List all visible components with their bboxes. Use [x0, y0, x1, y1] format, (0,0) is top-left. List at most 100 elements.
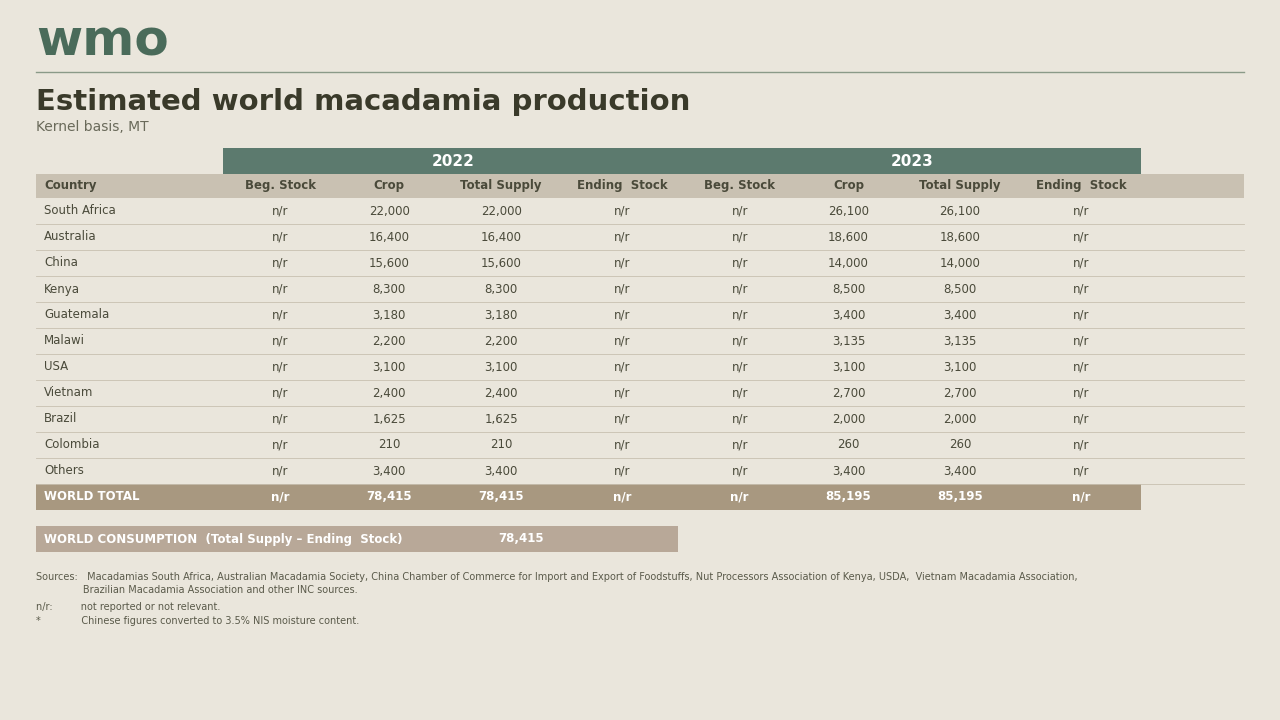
Text: wmo: wmo — [36, 18, 169, 66]
Text: n/r: n/r — [613, 204, 630, 217]
Text: China: China — [44, 256, 78, 269]
Text: 3,400: 3,400 — [484, 464, 518, 477]
Text: Beg. Stock: Beg. Stock — [704, 179, 776, 192]
Text: Estimated world macadamia production: Estimated world macadamia production — [36, 88, 690, 116]
Text: n/r: n/r — [613, 230, 630, 243]
Text: Country: Country — [44, 179, 96, 192]
Bar — [36, 174, 1244, 198]
Text: 2,700: 2,700 — [832, 387, 865, 400]
Text: 85,195: 85,195 — [937, 490, 983, 503]
Text: n/r: n/r — [1073, 230, 1089, 243]
Text: n/r: n/r — [731, 438, 748, 451]
Text: n/r: n/r — [613, 413, 630, 426]
Text: 3,180: 3,180 — [372, 308, 406, 322]
Text: 2,000: 2,000 — [832, 413, 865, 426]
Text: n/r: n/r — [613, 387, 630, 400]
Text: n/r: n/r — [731, 204, 748, 217]
Text: Crop: Crop — [374, 179, 404, 192]
Text: 8,300: 8,300 — [484, 282, 517, 295]
Text: n/r: n/r — [613, 490, 631, 503]
Text: 14,000: 14,000 — [940, 256, 980, 269]
Text: 2023: 2023 — [891, 153, 933, 168]
Text: 2,400: 2,400 — [372, 387, 406, 400]
Text: n/r: n/r — [273, 335, 289, 348]
Text: n/r: n/r — [731, 361, 748, 374]
Text: 2,200: 2,200 — [372, 335, 406, 348]
Text: n/r: n/r — [273, 256, 289, 269]
Text: WORLD CONSUMPTION  (Total Supply – Ending  Stock): WORLD CONSUMPTION (Total Supply – Ending… — [44, 533, 402, 546]
Text: 1,625: 1,625 — [372, 413, 406, 426]
Text: 3,400: 3,400 — [943, 464, 977, 477]
Text: 3,400: 3,400 — [832, 308, 865, 322]
Text: n/r: n/r — [613, 361, 630, 374]
Text: n/r: n/r — [731, 335, 748, 348]
Text: Total Supply: Total Supply — [919, 179, 1001, 192]
Text: 3,135: 3,135 — [943, 335, 977, 348]
Text: 210: 210 — [378, 438, 401, 451]
Text: 3,100: 3,100 — [484, 361, 518, 374]
Text: n/r: n/r — [1073, 361, 1089, 374]
Text: n/r: n/r — [1073, 438, 1089, 451]
Text: 260: 260 — [948, 438, 972, 451]
Text: n/r: n/r — [731, 490, 749, 503]
Text: 2,400: 2,400 — [484, 387, 518, 400]
Text: 26,100: 26,100 — [828, 204, 869, 217]
Text: n/r:         not reported or not relevant.: n/r: not reported or not relevant. — [36, 602, 220, 612]
Text: Crop: Crop — [833, 179, 864, 192]
Text: 3,180: 3,180 — [484, 308, 518, 322]
Text: 85,195: 85,195 — [826, 490, 872, 503]
Text: n/r: n/r — [273, 361, 289, 374]
Text: n/r: n/r — [273, 282, 289, 295]
Bar — [682, 484, 1142, 510]
Bar — [36, 526, 678, 552]
Text: 3,400: 3,400 — [832, 464, 865, 477]
Text: 8,500: 8,500 — [832, 282, 865, 295]
Text: 3,135: 3,135 — [832, 335, 865, 348]
Text: n/r: n/r — [273, 230, 289, 243]
Text: Kenya: Kenya — [44, 282, 79, 295]
Text: 26,100: 26,100 — [940, 204, 980, 217]
Text: 2,000: 2,000 — [943, 413, 977, 426]
Text: 260: 260 — [837, 438, 860, 451]
Text: Brazilian Macadamia Association and other INC sources.: Brazilian Macadamia Association and othe… — [36, 585, 357, 595]
Text: 18,600: 18,600 — [828, 230, 869, 243]
Text: n/r: n/r — [613, 438, 630, 451]
Text: Malawi: Malawi — [44, 335, 84, 348]
Text: n/r: n/r — [731, 308, 748, 322]
Text: n/r: n/r — [1071, 490, 1091, 503]
Text: n/r: n/r — [1073, 308, 1089, 322]
Text: Others: Others — [44, 464, 84, 477]
Text: n/r: n/r — [731, 256, 748, 269]
Text: n/r: n/r — [1073, 204, 1089, 217]
Text: 22,000: 22,000 — [369, 204, 410, 217]
Text: Guatemala: Guatemala — [44, 308, 109, 322]
Text: n/r: n/r — [1073, 335, 1089, 348]
Text: n/r: n/r — [613, 335, 630, 348]
Text: Total Supply: Total Supply — [461, 179, 541, 192]
Bar — [682, 148, 1142, 174]
Text: Colombia: Colombia — [44, 438, 100, 451]
Text: n/r: n/r — [1073, 282, 1089, 295]
Text: 2,700: 2,700 — [943, 387, 977, 400]
Text: 18,600: 18,600 — [940, 230, 980, 243]
Text: 3,100: 3,100 — [943, 361, 977, 374]
Text: n/r: n/r — [273, 308, 289, 322]
Text: 8,500: 8,500 — [943, 282, 977, 295]
Text: 16,400: 16,400 — [480, 230, 521, 243]
Text: 3,100: 3,100 — [372, 361, 406, 374]
Bar — [36, 484, 682, 510]
Text: 3,400: 3,400 — [943, 308, 977, 322]
Text: n/r: n/r — [613, 308, 630, 322]
Text: 16,400: 16,400 — [369, 230, 410, 243]
Text: Beg. Stock: Beg. Stock — [246, 179, 316, 192]
Text: 8,300: 8,300 — [372, 282, 406, 295]
Text: USA: USA — [44, 361, 68, 374]
Text: WORLD TOTAL: WORLD TOTAL — [44, 490, 140, 503]
Text: South Africa: South Africa — [44, 204, 115, 217]
Text: Kernel basis, MT: Kernel basis, MT — [36, 120, 148, 134]
Text: n/r: n/r — [273, 438, 289, 451]
Text: Vietnam: Vietnam — [44, 387, 93, 400]
Bar — [223, 148, 682, 174]
Text: n/r: n/r — [1073, 413, 1089, 426]
Text: n/r: n/r — [273, 413, 289, 426]
